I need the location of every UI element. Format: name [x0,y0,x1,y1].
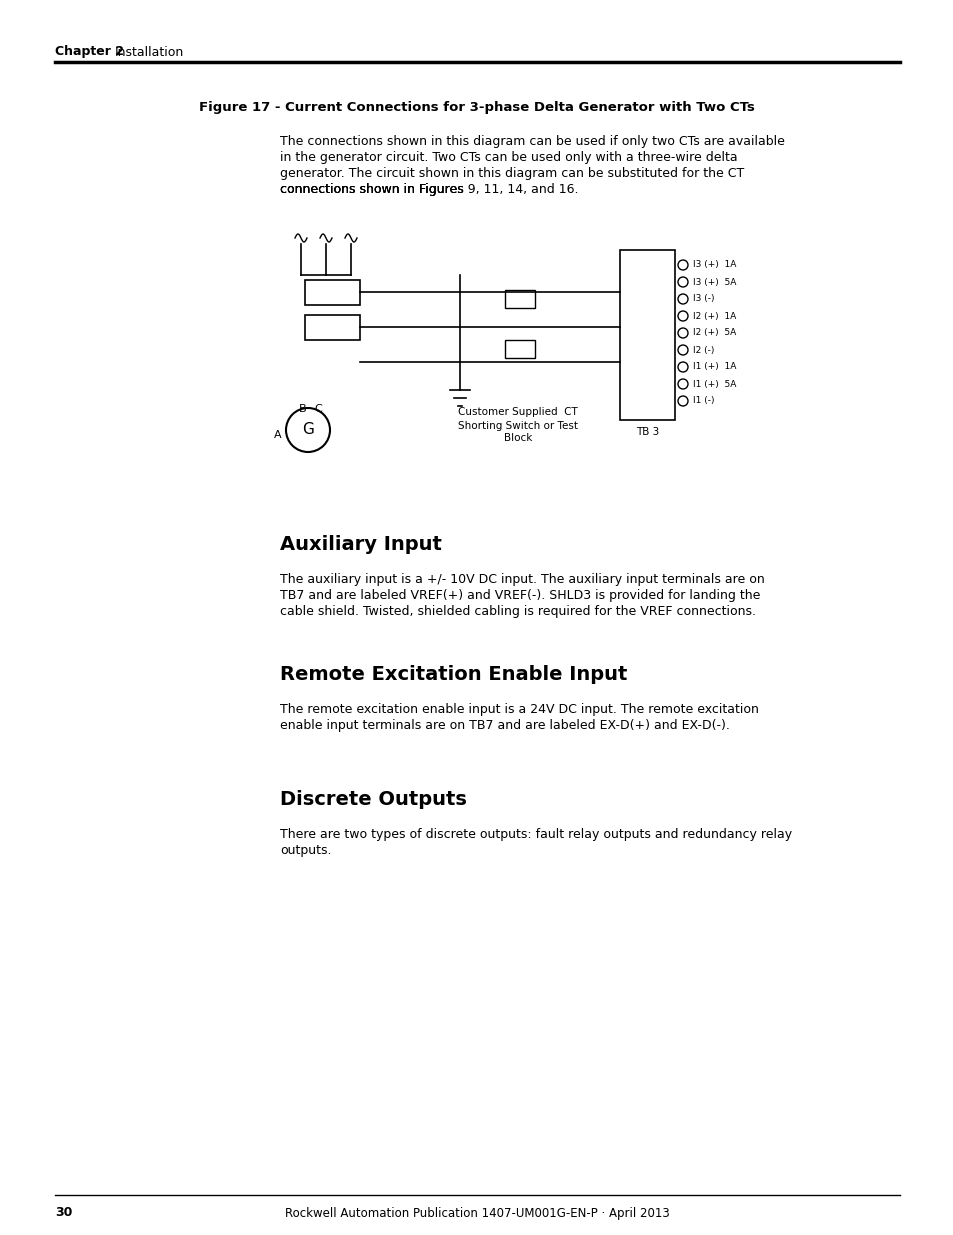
Text: I1 (+)  5A: I1 (+) 5A [692,379,736,389]
Bar [305,315,359,340]
Circle shape [678,294,687,304]
Text: I2 (+)  5A: I2 (+) 5A [692,329,736,337]
Text: The remote excitation enable input is a 24V DC input. The remote excitation: The remote excitation enable input is a … [280,703,758,716]
Circle shape [678,311,687,321]
Text: I2 (+)  1A: I2 (+) 1A [692,311,736,321]
Text: TB 3: TB 3 [636,427,659,437]
Text: Customer Supplied  CT: Customer Supplied CT [457,408,578,417]
Text: Remote Excitation Enable Input: Remote Excitation Enable Input [280,664,627,684]
Text: I2 (-): I2 (-) [692,346,714,354]
Text: There are two types of discrete outputs: fault relay outputs and redundancy rela: There are two types of discrete outputs:… [280,827,791,841]
Text: connections shown in Figures: connections shown in Figures [280,183,467,196]
Text: connections shown in Figures: connections shown in Figures [280,183,467,196]
Text: B: B [299,404,307,414]
Circle shape [678,362,687,372]
Circle shape [286,408,330,452]
Text: The connections shown in this diagram can be used if only two CTs are available: The connections shown in this diagram ca… [280,135,784,148]
Text: G: G [302,422,314,437]
Text: I3 (+)  5A: I3 (+) 5A [692,278,736,287]
Circle shape [678,396,687,406]
Text: I3 (+)  1A: I3 (+) 1A [692,261,736,269]
Text: Installation: Installation [115,46,184,58]
Circle shape [678,345,687,354]
Text: Chapter 2: Chapter 2 [55,46,124,58]
Text: I1 (-): I1 (-) [692,396,714,405]
Text: The auxiliary input is a +/- 10V DC input. The auxiliary input terminals are on: The auxiliary input is a +/- 10V DC inpu… [280,573,764,585]
Text: in the generator circuit. Two CTs can be used only with a three-wire delta: in the generator circuit. Two CTs can be… [280,151,737,164]
Bar [305,280,359,305]
Circle shape [678,261,687,270]
Text: cable shield. Twisted, shielded cabling is required for the VREF connections.: cable shield. Twisted, shielded cabling … [280,605,755,618]
Text: C: C [314,404,321,414]
Text: Block: Block [503,433,532,443]
Circle shape [678,277,687,287]
Text: outputs.: outputs. [280,844,331,857]
Text: Rockwell Automation Publication 1407-UM001G-EN-P · April 2013: Rockwell Automation Publication 1407-UM0… [284,1207,669,1219]
Bar [619,249,675,420]
Text: Shorting Switch or Test: Shorting Switch or Test [457,421,578,431]
Text: TB7 and are labeled VREF(+) and VREF(-). SHLD3 is provided for landing the: TB7 and are labeled VREF(+) and VREF(-).… [280,589,760,601]
Text: Auxiliary Input: Auxiliary Input [280,535,441,555]
Text: connections shown in Figures 9, 11, 14, and 16.: connections shown in Figures 9, 11, 14, … [280,183,578,196]
Bar [504,290,535,308]
Text: I1 (+)  1A: I1 (+) 1A [692,363,736,372]
Text: 30: 30 [55,1207,72,1219]
Text: generator. The circuit shown in this diagram can be substituted for the CT: generator. The circuit shown in this dia… [280,167,743,180]
Text: A: A [274,430,282,440]
Text: I3 (-): I3 (-) [692,294,714,304]
Circle shape [678,329,687,338]
Text: Discrete Outputs: Discrete Outputs [280,790,466,809]
Bar [504,340,535,358]
Text: enable input terminals are on TB7 and are labeled EX-D(+) and EX-D(-).: enable input terminals are on TB7 and ar… [280,719,729,732]
Text: Figure 17 - Current Connections for 3-phase Delta Generator with Two CTs: Figure 17 - Current Connections for 3-ph… [199,101,754,115]
Circle shape [678,379,687,389]
